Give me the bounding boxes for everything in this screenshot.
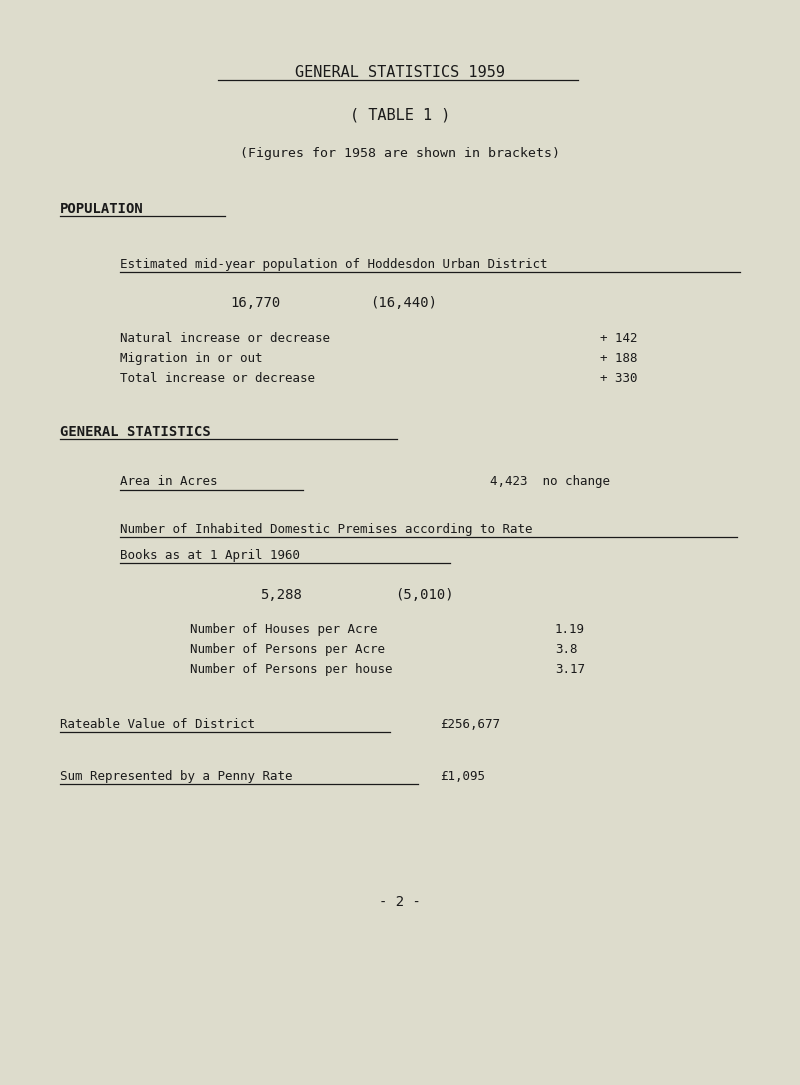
Text: GENERAL STATISTICS: GENERAL STATISTICS [60,425,210,439]
Text: + 330: + 330 [600,372,638,385]
Text: Total increase or decrease: Total increase or decrease [120,372,315,385]
Text: Number of Persons per Acre: Number of Persons per Acre [190,643,385,656]
Text: 5,288: 5,288 [260,588,302,602]
Text: GENERAL STATISTICS 1959: GENERAL STATISTICS 1959 [295,65,505,80]
Text: Number of Inhabited Domestic Premises according to Rate: Number of Inhabited Domestic Premises ac… [120,523,533,536]
Text: 3.8: 3.8 [555,643,578,656]
Text: Rateable Value of District: Rateable Value of District [60,718,255,731]
Text: (5,010): (5,010) [395,588,454,602]
Text: (16,440): (16,440) [370,296,437,310]
Text: £1,095: £1,095 [440,770,485,783]
Text: 1.19: 1.19 [555,623,585,636]
Text: Number of Houses per Acre: Number of Houses per Acre [190,623,378,636]
Text: Natural increase or decrease: Natural increase or decrease [120,332,330,345]
Text: + 188: + 188 [600,352,638,365]
Text: + 142: + 142 [600,332,638,345]
Text: Migration in or out: Migration in or out [120,352,262,365]
Text: 4,423  no change: 4,423 no change [490,475,610,488]
Text: Books as at 1 April 1960: Books as at 1 April 1960 [120,549,300,562]
Text: (Figures for 1958 are shown in brackets): (Figures for 1958 are shown in brackets) [240,146,560,159]
Text: ( TABLE 1 ): ( TABLE 1 ) [350,107,450,122]
Text: Number of Persons per house: Number of Persons per house [190,663,393,676]
Text: 3.17: 3.17 [555,663,585,676]
Text: - 2 -: - 2 - [379,895,421,909]
Text: Sum Represented by a Penny Rate: Sum Represented by a Penny Rate [60,770,293,783]
Text: POPULATION: POPULATION [60,202,144,216]
Text: £256,677: £256,677 [440,718,500,731]
Text: Area in Acres: Area in Acres [120,475,218,488]
Text: 16,770: 16,770 [230,296,280,310]
Text: Estimated mid-year population of Hoddesdon Urban District: Estimated mid-year population of Hoddesd… [120,258,547,271]
